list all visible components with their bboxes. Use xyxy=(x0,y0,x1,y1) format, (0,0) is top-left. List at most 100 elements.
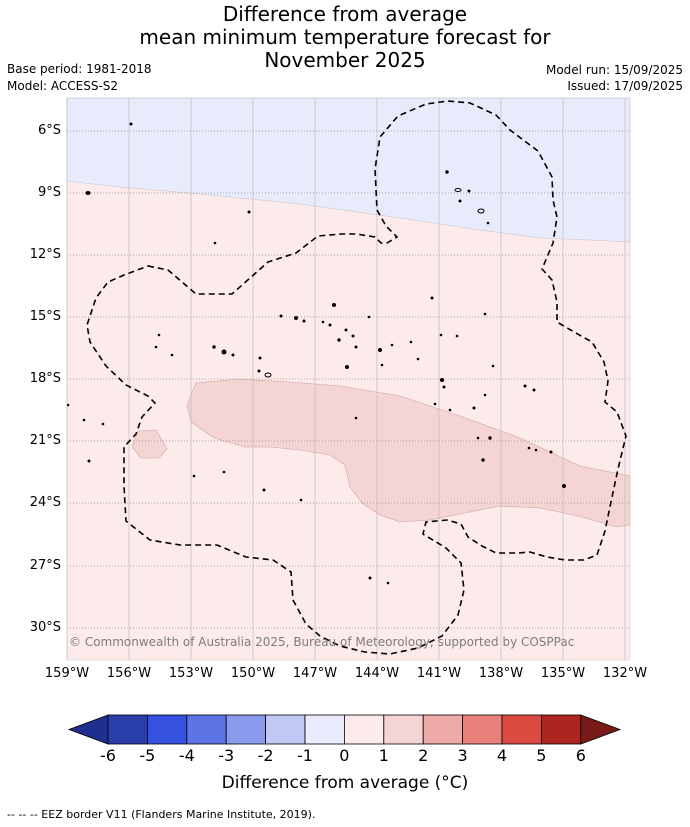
colorbar-extend-low xyxy=(67,714,109,745)
longitude-label: 144°W xyxy=(354,666,400,681)
longitude-label: 159°W xyxy=(44,666,90,681)
colorbar-segment xyxy=(146,714,188,745)
eez-footnote: -- -- -- EEZ border V11 (Flanders Marine… xyxy=(7,808,316,821)
colorbar-segment xyxy=(186,714,227,745)
island xyxy=(192,474,196,478)
island xyxy=(157,333,161,337)
colorbar-segment xyxy=(304,714,345,745)
warm-anomaly-patch xyxy=(131,429,168,459)
island xyxy=(82,418,86,422)
title-line-3: November 2025 xyxy=(264,48,426,72)
colorbar xyxy=(67,714,622,745)
colorbar-segment xyxy=(541,714,582,745)
latitude-label: 24°S xyxy=(29,495,61,510)
latitude-label: 30°S xyxy=(29,620,61,635)
latitude-label: 15°S xyxy=(29,309,61,324)
island xyxy=(491,364,495,368)
base-period: Base period: 1981-2018 xyxy=(7,62,152,76)
model-run-date: Model run: 15/09/2025 xyxy=(545,63,683,77)
island xyxy=(448,408,452,412)
island xyxy=(390,343,394,347)
latitude-label: 9°S xyxy=(37,185,61,200)
colorbar-segment xyxy=(501,714,542,745)
island xyxy=(337,338,341,342)
island xyxy=(247,210,251,214)
island xyxy=(264,372,272,378)
colorbar-tick-label: 3 xyxy=(457,746,468,765)
island xyxy=(66,403,70,407)
latitude-label: 27°S xyxy=(29,558,61,573)
island xyxy=(549,450,553,454)
longitude-label: 135°W xyxy=(540,666,586,681)
colorbar-tick-label: -4 xyxy=(178,746,195,765)
island xyxy=(279,314,283,318)
island xyxy=(440,378,444,382)
map-gridlines xyxy=(66,98,630,660)
longitude-label: 153°W xyxy=(168,666,214,681)
colorbar-segment xyxy=(383,714,424,745)
island xyxy=(213,241,217,245)
island xyxy=(321,320,325,324)
island xyxy=(481,458,485,462)
title-line-2: mean minimum temperature forecast for xyxy=(139,25,551,49)
island xyxy=(454,188,462,192)
eez-border xyxy=(86,100,627,655)
colorbar-tick-label: -5 xyxy=(139,746,156,765)
colorbar-tick-label: 5 xyxy=(536,746,547,765)
island xyxy=(262,488,266,492)
colorbar-extend-high xyxy=(580,714,622,745)
longitude-label: 147°W xyxy=(292,666,338,681)
colorbar-tick-label: 4 xyxy=(496,746,508,765)
island xyxy=(562,484,566,488)
colorbar-segment xyxy=(422,714,464,745)
colorbar-segment xyxy=(265,714,306,745)
island xyxy=(458,199,462,203)
island xyxy=(328,323,332,327)
latitude-label: 12°S xyxy=(29,247,61,262)
island xyxy=(85,191,91,195)
island xyxy=(221,349,227,355)
island xyxy=(222,470,226,474)
island xyxy=(416,357,420,361)
island xyxy=(332,303,336,307)
latitude-label: 21°S xyxy=(29,433,61,448)
colorbar-title: Difference from average (°C) xyxy=(221,773,469,793)
island xyxy=(87,459,91,463)
longitude-label: 132°W xyxy=(602,666,648,681)
colorbar-tick-label: 2 xyxy=(418,746,429,765)
colorbar-tick-label: 6 xyxy=(575,746,586,765)
island xyxy=(467,189,471,193)
island xyxy=(345,365,349,369)
island xyxy=(476,436,480,440)
island xyxy=(257,369,261,373)
colorbar-tick-label: 0 xyxy=(339,746,350,765)
island xyxy=(231,353,235,357)
island xyxy=(433,402,437,406)
island xyxy=(368,576,372,580)
copyright-notice: © Commonwealth of Australia 2025, Bureau… xyxy=(69,635,574,649)
issued-date: Issued: 17/09/2025 xyxy=(567,79,683,93)
island xyxy=(483,393,487,397)
island xyxy=(302,319,306,323)
island xyxy=(354,416,358,420)
colorbar-tick-label: 1 xyxy=(378,746,389,765)
island xyxy=(354,345,358,349)
island xyxy=(532,388,536,392)
island xyxy=(386,581,390,585)
warm-anomaly-region xyxy=(186,378,631,528)
colorbar-segment xyxy=(343,714,385,745)
island xyxy=(294,316,298,320)
island xyxy=(299,498,303,502)
island xyxy=(351,334,355,338)
island xyxy=(380,363,384,367)
island xyxy=(527,446,531,450)
island xyxy=(344,328,348,332)
longitude-label: 138°W xyxy=(478,666,524,681)
island xyxy=(439,333,443,337)
island xyxy=(101,422,105,426)
island xyxy=(472,406,476,410)
island xyxy=(430,296,434,300)
island xyxy=(409,340,413,344)
colorbar-tick-label: -1 xyxy=(297,746,313,765)
